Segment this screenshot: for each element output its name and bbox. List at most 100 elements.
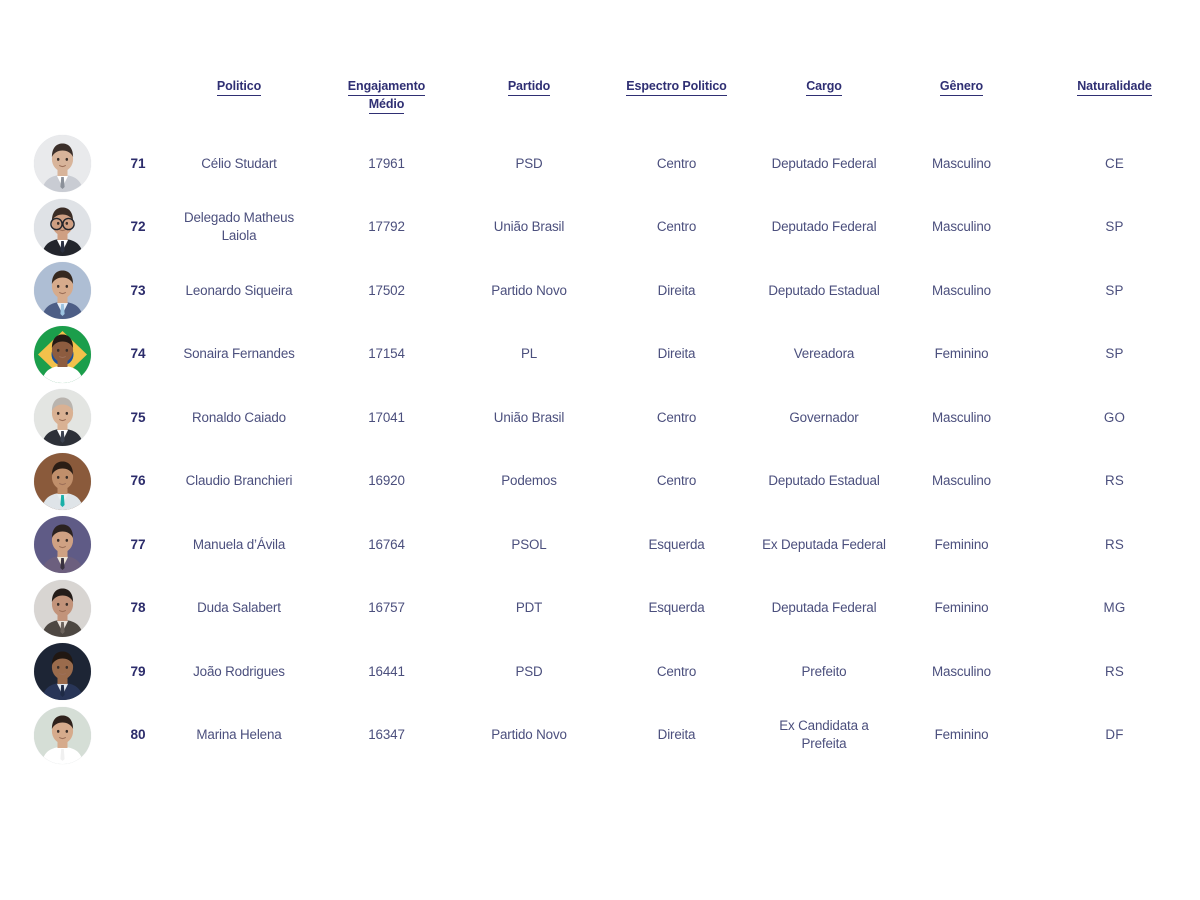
gender-cell: Feminino — [934, 727, 989, 742]
engagement-cell: 17792 — [368, 219, 405, 234]
column-header-cargo[interactable]: Cargo — [754, 78, 894, 132]
column-header-partido-label: Partido — [507, 78, 550, 96]
column-header-naturalidade[interactable]: Naturalidade — [1029, 78, 1200, 132]
engagement-cell: 16764 — [368, 536, 405, 552]
role-cell: Ex Candidata a Prefeita — [779, 717, 869, 752]
avatar-cell — [0, 259, 112, 323]
avatar-photo-leonardo-siqueira — [34, 262, 91, 320]
role-cell: Vereadora — [793, 346, 855, 361]
table-row[interactable]: 79 João Rodrigues 16441 PSD Centro Prefe… — [0, 640, 1200, 704]
spectrum-cell: Direita — [657, 346, 696, 361]
party-cell: União Brasil — [493, 219, 565, 234]
table-body: 71 Célio Studart 17961 PSD Centro Deputa… — [0, 132, 1200, 767]
engagement-cell: 16757 — [368, 600, 405, 615]
avatar-photo-manuela-davila — [34, 516, 91, 574]
birthplace-cell: SP — [1105, 219, 1124, 234]
birthplace-cell: RS — [1104, 473, 1124, 488]
gender-cell: Masculino — [932, 155, 991, 171]
birthplace-cell: CE — [1104, 155, 1124, 171]
column-header-politico-label: Politico — [216, 78, 261, 96]
rank-cell: 74 — [130, 346, 146, 361]
gender-cell: Masculino — [932, 282, 991, 298]
avatar-cell — [0, 132, 112, 196]
party-cell: Podemos — [501, 473, 557, 488]
spectrum-cell: Direita — [657, 727, 696, 742]
gender-cell: Feminino — [934, 600, 989, 615]
avatar-cell — [0, 640, 112, 704]
birthplace-cell: GO — [1103, 409, 1126, 425]
table-row[interactable]: 76 Claudio Branchieri 16920 Podemos Cent… — [0, 450, 1200, 514]
rank-cell: 79 — [130, 663, 146, 679]
politician-name-cell[interactable]: Delegado Matheus Laiola — [183, 209, 294, 244]
avatar-photo-ronaldo-caiado — [34, 389, 91, 447]
table-row[interactable]: 75 Ronaldo Caiado 17041 União Brasil Cen… — [0, 386, 1200, 450]
spectrum-cell: Esquerda — [648, 600, 705, 615]
politician-name-cell[interactable]: Manuela d’Ávila — [192, 536, 286, 552]
spectrum-cell: Centro — [656, 663, 697, 679]
avatar-cell — [0, 450, 112, 514]
avatar-photo-delegado-matheus-laiola — [34, 198, 91, 256]
table-row[interactable]: 78 Duda Salabert 16757 PDT Esquerda Depu… — [0, 577, 1200, 641]
column-header-cargo-label: Cargo — [806, 78, 842, 96]
birthplace-cell: MG — [1103, 600, 1126, 615]
politician-name-cell[interactable]: Sonaira Fernandes — [183, 346, 295, 361]
table-row[interactable]: 77 Manuela d’Ávila 16764 PSOL Esquerda E… — [0, 513, 1200, 577]
engagement-cell: 16920 — [368, 473, 405, 488]
rank-cell: 80 — [130, 727, 146, 742]
rank-cell: 76 — [130, 473, 146, 488]
avatar-photo-claudio-branchieri — [34, 452, 91, 510]
politician-name-cell[interactable]: João Rodrigues — [193, 663, 285, 679]
rank-cell: 71 — [130, 155, 146, 171]
table-row[interactable]: 74 Sonaira Fernandes 17154 PL Direita Ve… — [0, 323, 1200, 387]
table-row[interactable]: 72 Delegado Matheus Laiola 17792 União B… — [0, 196, 1200, 260]
column-header-engajamento-medio[interactable]: Engajamento Médio — [314, 78, 459, 132]
table-row[interactable]: 71 Célio Studart 17961 PSD Centro Deputa… — [0, 132, 1200, 196]
role-cell: Deputado Federal — [771, 155, 877, 171]
role-cell: Deputado Estadual — [768, 282, 880, 298]
spectrum-cell: Centro — [656, 473, 697, 488]
rank-cell: 75 — [130, 409, 146, 425]
rank-cell: 77 — [130, 536, 146, 552]
engagement-cell: 16347 — [368, 727, 405, 742]
gender-cell: Masculino — [932, 219, 991, 234]
column-header-genero-label: Gênero — [939, 78, 983, 96]
avatar-cell — [0, 513, 112, 577]
politician-name-cell[interactable]: Claudio Branchieri — [185, 473, 293, 488]
politician-name-cell[interactable]: Ronaldo Caiado — [192, 409, 286, 425]
politician-name-cell[interactable]: Duda Salabert — [197, 600, 281, 615]
column-header-genero[interactable]: Gênero — [894, 78, 1029, 132]
avatar-photo-joao-rodrigues — [34, 643, 91, 701]
table-header-row: Politico Engajamento Médio Partido Espec… — [0, 78, 1200, 132]
column-header-partido[interactable]: Partido — [459, 78, 599, 132]
avatar-cell — [0, 196, 112, 260]
engagement-cell: 17961 — [368, 155, 405, 171]
column-header-naturalidade-label: Naturalidade — [1077, 78, 1152, 96]
spectrum-cell: Esquerda — [648, 536, 705, 552]
avatar-photo-duda-salabert — [34, 579, 91, 637]
rank-cell: 73 — [130, 282, 146, 298]
column-header-avatar — [0, 78, 112, 132]
role-cell: Prefeito — [801, 663, 847, 679]
politician-name-cell[interactable]: Célio Studart — [201, 155, 277, 171]
birthplace-cell: SP — [1105, 282, 1124, 298]
column-header-politico[interactable]: Politico — [164, 78, 314, 132]
birthplace-cell: RS — [1104, 536, 1124, 552]
column-header-espectro-politico[interactable]: Espectro Politico — [599, 78, 754, 132]
politician-name-cell[interactable]: Marina Helena — [196, 727, 282, 742]
party-cell: PSD — [515, 155, 543, 171]
party-cell: Partido Novo — [491, 727, 567, 742]
table-row[interactable]: 80 Marina Helena 16347 Partido Novo Dire… — [0, 704, 1200, 768]
table-row[interactable]: 73 Leonardo Siqueira 17502 Partido Novo … — [0, 259, 1200, 323]
gender-cell: Masculino — [932, 473, 991, 488]
engagement-cell: 16441 — [368, 663, 405, 679]
birthplace-cell: SP — [1105, 346, 1124, 361]
gender-cell: Feminino — [934, 536, 989, 552]
politician-engagement-ranking-table: Politico Engajamento Médio Partido Espec… — [0, 78, 1200, 767]
column-header-engajamento-label-line1: Engajamento — [347, 78, 425, 96]
engagement-cell: 17041 — [368, 409, 405, 425]
politician-name-cell[interactable]: Leonardo Siqueira — [185, 282, 293, 298]
avatar-cell — [0, 323, 112, 387]
birthplace-cell: DF — [1105, 727, 1124, 742]
avatar-photo-sonaira-fernandes — [34, 325, 91, 383]
